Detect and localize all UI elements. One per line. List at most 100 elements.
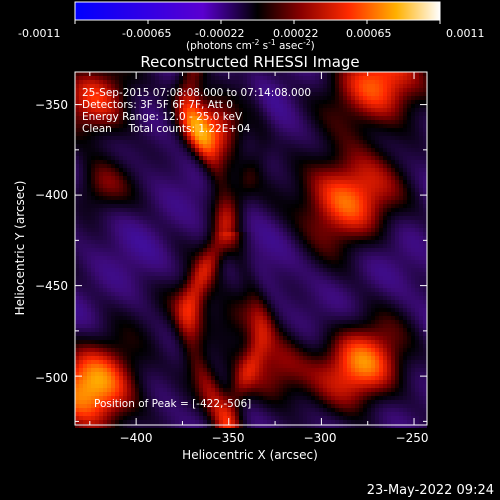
heatmap-cell <box>135 268 139 272</box>
heatmap-cell <box>159 276 163 280</box>
heatmap-cell <box>291 236 295 240</box>
heatmap-cell <box>79 204 83 208</box>
heatmap-cell <box>147 264 151 268</box>
heatmap-cell <box>371 156 375 160</box>
heatmap-cell <box>211 256 215 260</box>
heatmap-cell <box>287 188 291 192</box>
heatmap-cell <box>355 124 359 128</box>
heatmap-cell <box>263 164 267 168</box>
heatmap-cell <box>163 292 167 296</box>
heatmap-cell <box>319 176 323 180</box>
heatmap-cell <box>355 200 359 204</box>
heatmap-cell <box>107 84 111 88</box>
heatmap-cell <box>147 288 151 292</box>
heatmap-cell <box>159 132 163 136</box>
heatmap-cell <box>423 292 427 296</box>
heatmap-cell <box>243 244 247 248</box>
heatmap-cell <box>403 216 407 220</box>
heatmap-cell <box>323 276 327 280</box>
heatmap-cell <box>395 244 399 248</box>
heatmap-cell <box>307 284 311 288</box>
heatmap-cell <box>395 112 399 116</box>
heatmap-cell <box>167 120 171 124</box>
heatmap-cell <box>83 92 87 96</box>
heatmap-cell <box>191 280 195 284</box>
heatmap-cell <box>207 160 211 164</box>
heatmap-cell <box>287 292 291 296</box>
heatmap-cell <box>79 264 83 268</box>
heatmap-cell <box>327 140 331 144</box>
heatmap-cell <box>263 292 267 296</box>
heatmap-cell <box>307 164 311 168</box>
heatmap-cell <box>175 92 179 96</box>
heatmap-cell <box>331 88 335 92</box>
heatmap-cell <box>403 168 407 172</box>
heatmap-cell <box>303 248 307 252</box>
heatmap-cell <box>315 140 319 144</box>
heatmap-cell <box>315 76 319 80</box>
heatmap-cell <box>115 132 119 136</box>
heatmap-cell <box>123 212 127 216</box>
heatmap-cell <box>283 100 287 104</box>
heatmap-cell <box>387 72 391 76</box>
heatmap-cell <box>339 140 343 144</box>
heatmap-cell <box>291 212 295 216</box>
heatmap-cell <box>375 156 379 160</box>
heatmap-cell <box>279 268 283 272</box>
heatmap-cell <box>367 164 371 168</box>
heatmap-cell <box>235 296 239 300</box>
heatmap-cell <box>331 240 335 244</box>
heatmap-cell <box>407 264 411 268</box>
heatmap-cell <box>231 232 235 236</box>
heatmap-cell <box>247 152 251 156</box>
heatmap-cell <box>143 224 147 228</box>
heatmap-cell <box>183 72 187 76</box>
heatmap-cell <box>375 212 379 216</box>
heatmap-cell <box>131 124 135 128</box>
heatmap-cell <box>331 292 335 296</box>
heatmap-cell <box>171 200 175 204</box>
heatmap-cell <box>379 132 383 136</box>
heatmap-cell <box>367 104 371 108</box>
heatmap-cell <box>259 272 263 276</box>
heatmap-cell <box>295 100 299 104</box>
heatmap-cell <box>79 236 83 240</box>
heatmap-cell <box>127 104 131 108</box>
heatmap-cell <box>251 288 255 292</box>
heatmap-cell <box>223 172 227 176</box>
heatmap-cell <box>363 76 367 80</box>
heatmap-cell <box>171 272 175 276</box>
heatmap-cell <box>99 292 103 296</box>
heatmap-cell <box>199 104 203 108</box>
heatmap-cell <box>199 84 203 88</box>
heatmap-cell <box>399 260 403 264</box>
heatmap-cell <box>95 232 99 236</box>
heatmap-cell <box>183 196 187 200</box>
heatmap-cell <box>207 92 211 96</box>
heatmap-cell <box>331 232 335 236</box>
heatmap-cell <box>127 88 131 92</box>
heatmap-cell <box>99 260 103 264</box>
heatmap-cell <box>243 88 247 92</box>
heatmap-cell <box>335 284 339 288</box>
heatmap-cell <box>143 188 147 192</box>
heatmap-cell <box>343 256 347 260</box>
heatmap-cell <box>155 108 159 112</box>
heatmap-cell <box>215 196 219 200</box>
heatmap-cell <box>311 132 315 136</box>
heatmap-cell <box>407 72 411 76</box>
heatmap-cell <box>155 160 159 164</box>
heatmap-cell <box>83 176 87 180</box>
heatmap-cell <box>95 160 99 164</box>
heatmap-cell <box>263 268 267 272</box>
heatmap-cell <box>159 208 163 212</box>
heatmap-cell <box>223 132 227 136</box>
heatmap-cell <box>223 200 227 204</box>
heatmap-cell <box>231 248 235 252</box>
heatmap-cell <box>267 284 271 288</box>
heatmap-cell <box>111 236 115 240</box>
heatmap-cell <box>147 228 151 232</box>
heatmap-cell <box>103 80 107 84</box>
heatmap-cell <box>243 164 247 168</box>
heatmap-cell <box>235 284 239 288</box>
